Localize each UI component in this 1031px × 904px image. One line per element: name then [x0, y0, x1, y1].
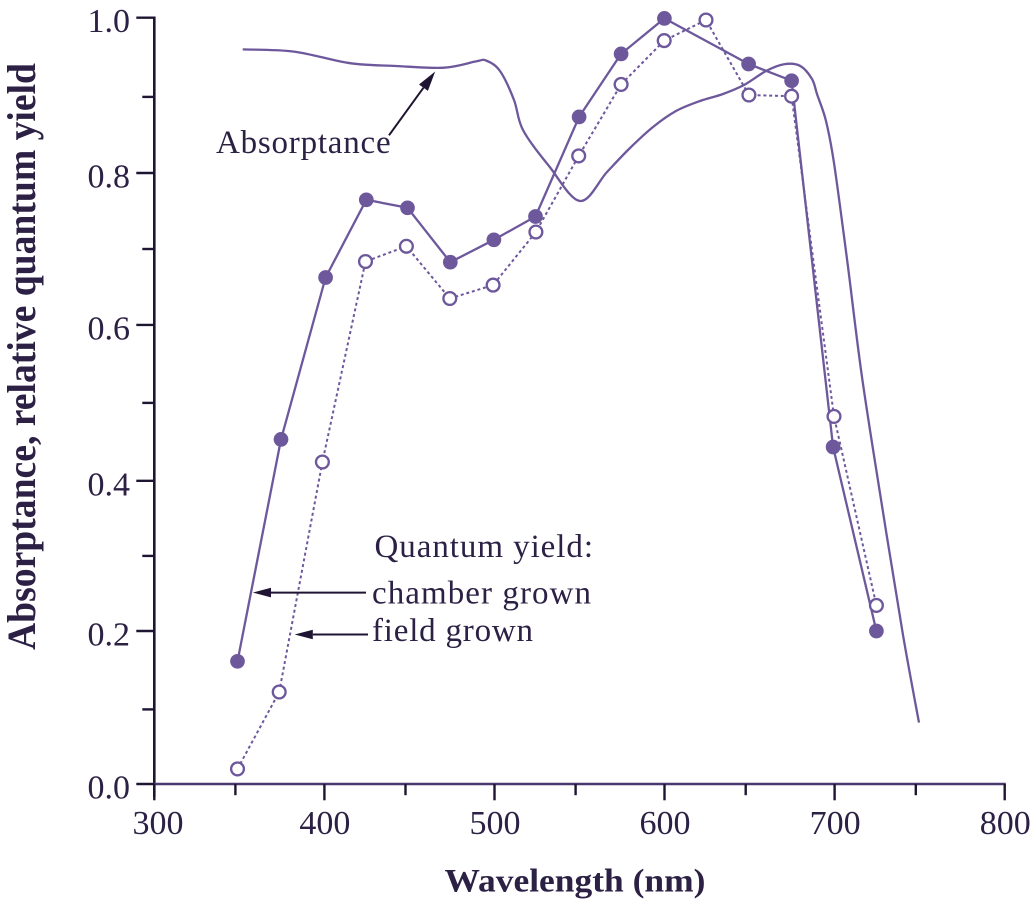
svg-text:800: 800: [980, 805, 1031, 842]
svg-text:field grown: field grown: [372, 613, 533, 649]
svg-text:1.0: 1.0: [88, 3, 131, 40]
svg-text:0.2: 0.2: [88, 617, 131, 654]
svg-text:0.4: 0.4: [88, 466, 131, 503]
svg-text:600: 600: [640, 805, 691, 842]
svg-text:0.8: 0.8: [88, 159, 131, 196]
svg-text:700: 700: [810, 805, 861, 842]
svg-text:300: 300: [133, 805, 184, 842]
svg-text:400: 400: [299, 805, 350, 842]
svg-text:Quantum yield:: Quantum yield:: [375, 529, 594, 565]
svg-text:Absorptance, relative quantum: Absorptance, relative quantum yield: [0, 63, 44, 650]
svg-text:Wavelength (nm): Wavelength (nm): [445, 864, 706, 900]
svg-text:500: 500: [470, 805, 521, 842]
svg-text:0.0: 0.0: [88, 770, 131, 807]
svg-text:0.6: 0.6: [88, 310, 131, 347]
svg-text:chamber grown: chamber grown: [372, 576, 591, 612]
svg-text:Absorptance: Absorptance: [216, 125, 391, 161]
